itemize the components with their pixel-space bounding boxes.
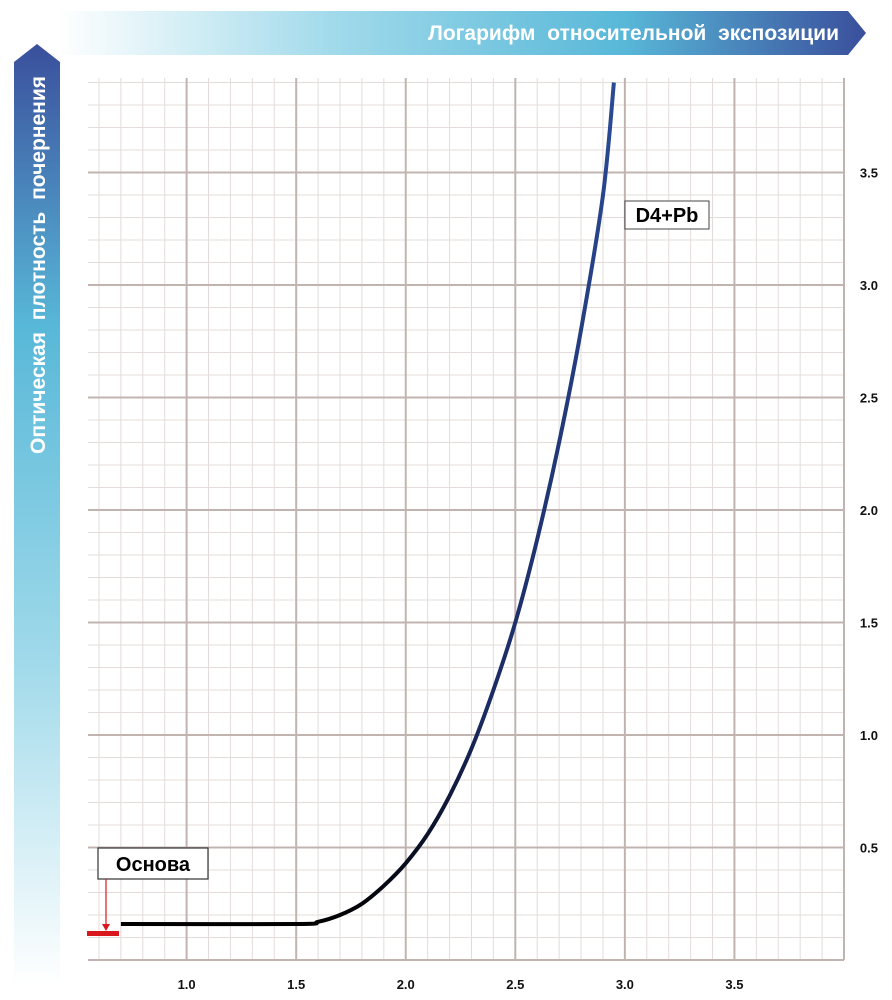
base-annotation: Основа: [87, 847, 209, 936]
y-tick-label: 3.5: [860, 166, 878, 181]
plot-area: [88, 55, 845, 961]
y-tick-label: 2.5: [860, 391, 878, 406]
x-tick-label: 3.0: [616, 977, 634, 992]
x-tick-label: 2.0: [397, 977, 415, 992]
series-label: D4+Pb: [636, 205, 699, 227]
series-label-box: D4+Pb: [624, 200, 710, 230]
y-tick-label: 0.5: [860, 841, 878, 856]
base-annotation-arrowhead: [102, 924, 110, 931]
x-tick-label: 2.5: [506, 977, 524, 992]
y-axis-title-banner: [14, 44, 60, 985]
y-tick-label: 1.0: [860, 728, 878, 743]
x-tick-label: 1.5: [287, 977, 305, 992]
x-tick-labels: 1.0 1.5 2.0 2.5 3.0 3.5: [178, 977, 744, 992]
y-axis-title: Оптическая плотность почернения: [27, 76, 50, 454]
x-axis-title-banner: [58, 11, 866, 55]
y-tick-label: 2.0: [860, 503, 878, 518]
y-tick-labels: 0.5 1.0 1.5 2.0 2.5 3.0 3.5: [860, 166, 878, 856]
x-tick-label: 1.0: [178, 977, 196, 992]
series-line-d4-pb: [120, 82, 616, 927]
x-axis-title: Логарифм относительной экспозиции: [428, 22, 839, 45]
base-marker: [87, 931, 119, 936]
base-annotation-label: Основа: [116, 854, 191, 876]
y-tick-label: 3.0: [860, 278, 878, 293]
grid-major: [88, 78, 845, 960]
x-tick-label: 3.5: [725, 977, 743, 992]
y-tick-label: 1.5: [860, 616, 878, 631]
